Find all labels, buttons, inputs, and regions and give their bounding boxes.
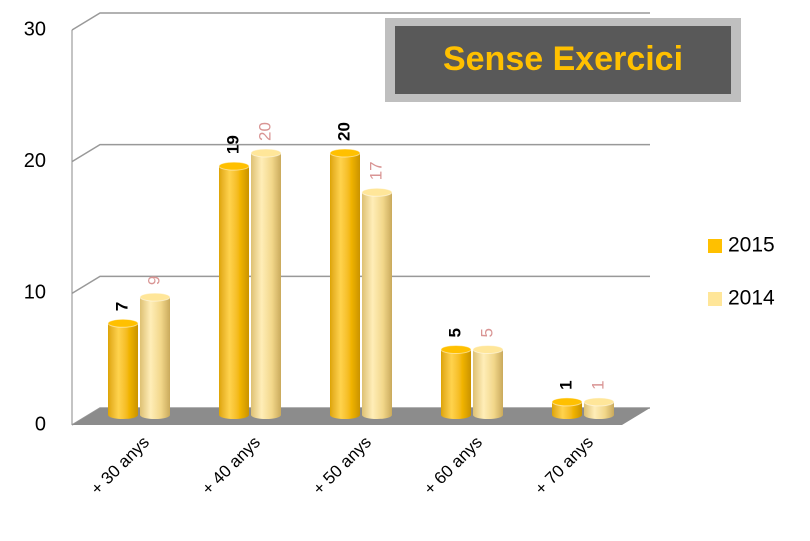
grid-line — [71, 12, 650, 31]
x-tick-label: + 30 anys — [87, 433, 153, 499]
bar-top — [139, 292, 171, 302]
bar-bottom — [441, 411, 471, 419]
x-tick-label: + 50 anys — [309, 433, 375, 499]
bar-body — [140, 297, 170, 415]
bar-bottom — [219, 411, 249, 419]
legend-label: 2014 — [728, 287, 775, 310]
bar-bottom — [251, 411, 281, 419]
bar-bottom — [473, 411, 503, 419]
bar-body — [473, 349, 503, 415]
bar — [139, 292, 171, 419]
bar — [551, 397, 583, 419]
bar-body — [362, 192, 392, 415]
bar-body — [108, 323, 138, 415]
data-label: 5 — [445, 328, 464, 337]
bar — [583, 397, 615, 419]
bar-body — [219, 166, 249, 415]
bar — [250, 148, 282, 419]
bar-top — [218, 161, 250, 171]
legend-swatch — [708, 239, 722, 253]
bar-top — [250, 148, 282, 158]
bar-top — [361, 187, 393, 197]
data-label: 1 — [556, 380, 575, 389]
data-label: 20 — [255, 122, 274, 141]
y-tick-label: 20 — [24, 150, 46, 172]
title-box: Sense Exercici — [385, 18, 741, 102]
bar-top — [329, 148, 361, 158]
x-tick-label: + 70 anys — [531, 433, 597, 499]
data-label: 20 — [334, 122, 353, 141]
floor — [72, 408, 650, 425]
x-tick-label: + 60 anys — [420, 433, 486, 499]
data-label: 17 — [366, 161, 385, 180]
bar — [440, 345, 472, 419]
bar-top — [107, 318, 139, 328]
x-tick-label: + 40 anys — [198, 433, 264, 499]
data-label: 7 — [112, 302, 131, 311]
y-tick-label: 0 — [35, 413, 46, 435]
bar-bottom — [108, 411, 138, 419]
legend-swatch — [708, 292, 722, 306]
data-label: 19 — [223, 135, 242, 154]
bar-bottom — [140, 411, 170, 419]
bar-top — [583, 397, 615, 407]
bar-body — [441, 349, 471, 415]
grid-line — [71, 275, 650, 294]
y-tick-label: 30 — [24, 18, 46, 40]
bar — [329, 148, 361, 419]
bar-bottom — [362, 411, 392, 419]
y-tick-label: 10 — [24, 282, 46, 304]
bar — [472, 345, 504, 419]
bar-top — [551, 397, 583, 407]
bar-bottom — [552, 411, 582, 419]
bar — [361, 187, 393, 419]
bar-top — [440, 345, 472, 354]
bar-body — [251, 153, 281, 415]
grid-line — [71, 143, 650, 163]
bar-bottom — [584, 411, 614, 419]
bar-top — [472, 345, 504, 354]
data-label: 5 — [477, 328, 496, 337]
bar-body — [330, 153, 360, 415]
data-label: 9 — [144, 276, 163, 285]
data-label: 1 — [588, 380, 607, 389]
bar — [107, 318, 139, 419]
legend-label: 2015 — [728, 234, 775, 257]
bar — [218, 161, 250, 419]
chart-title: Sense Exercici — [443, 40, 683, 78]
bar-bottom — [330, 411, 360, 419]
title-background — [395, 26, 731, 94]
